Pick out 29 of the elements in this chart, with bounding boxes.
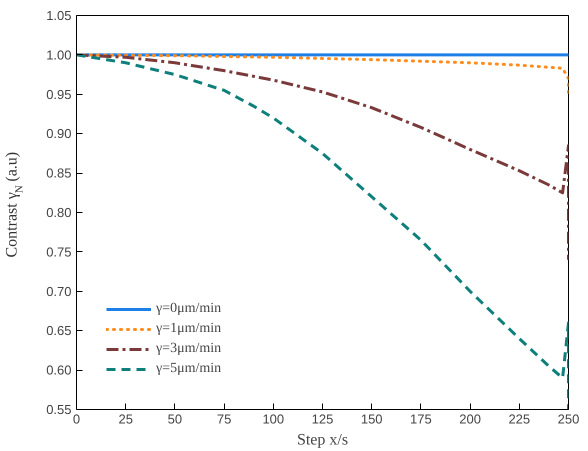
y-axis-title: Contrast γN (a.u) bbox=[4, 152, 26, 258]
y-tick-label: 0.80 bbox=[46, 205, 72, 220]
y-tick-label: 1.00 bbox=[46, 47, 72, 62]
x-tick-label: 150 bbox=[360, 412, 383, 426]
x-tick-label: 75 bbox=[216, 412, 232, 426]
y-tick-label: 0.70 bbox=[46, 284, 72, 299]
x-tick-label: 200 bbox=[459, 412, 481, 426]
x-tick-label: 0 bbox=[72, 412, 80, 426]
x-tick-label: 250 bbox=[558, 412, 580, 426]
line-series bbox=[76, 53, 568, 262]
y-tick-label: 0.55 bbox=[46, 402, 72, 417]
x-tick-label: 50 bbox=[168, 412, 182, 426]
legend-label: γ=5μm/min bbox=[156, 361, 222, 377]
y-tick-label: 0.75 bbox=[46, 244, 72, 260]
legend-label: γ=0μm/min bbox=[156, 301, 222, 317]
y-tick-label: 0.90 bbox=[46, 126, 72, 142]
y-tick-label: 0.95 bbox=[46, 86, 72, 102]
x-tick-label: 125 bbox=[312, 412, 334, 426]
x-tick-label: 100 bbox=[262, 412, 284, 426]
y-tick-label: 0.60 bbox=[46, 362, 72, 378]
y-tick-label: 0.65 bbox=[46, 323, 72, 338]
y-tick-label: 0.85 bbox=[46, 166, 72, 181]
x-axis-title: Step x/s bbox=[296, 432, 348, 448]
legend-label: γ=1μm/min bbox=[156, 321, 222, 337]
x-tick-label: 175 bbox=[410, 412, 432, 426]
x-tick-label: 25 bbox=[118, 412, 133, 426]
legend-label: γ=3μm/min bbox=[156, 341, 222, 357]
x-tick-label: 225 bbox=[508, 412, 530, 426]
y-tick-label: 1.05 bbox=[46, 8, 72, 23]
